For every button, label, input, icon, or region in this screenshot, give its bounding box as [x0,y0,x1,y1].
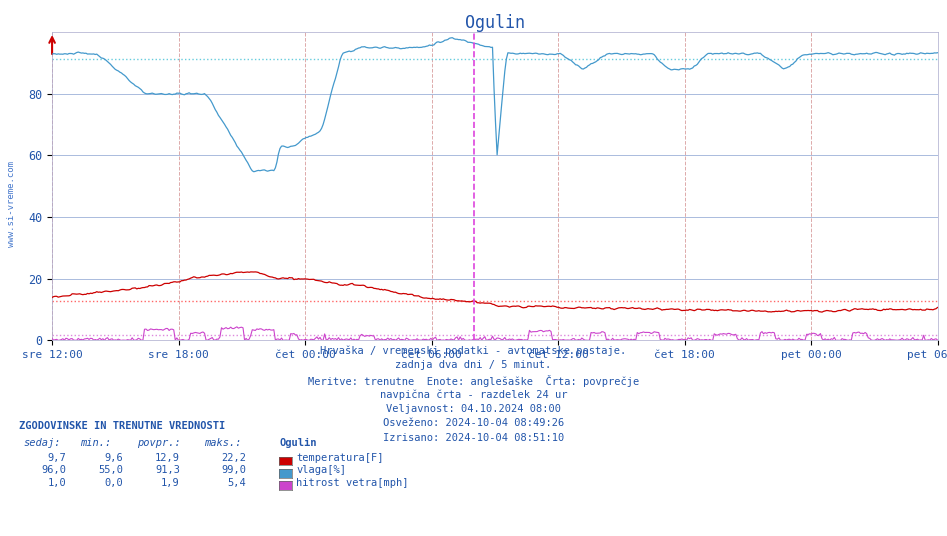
Title: Ogulin: Ogulin [465,14,525,32]
Text: www.si-vreme.com: www.si-vreme.com [7,161,16,247]
Text: 99,0: 99,0 [222,465,246,475]
Text: 55,0: 55,0 [98,465,123,475]
Text: ZGODOVINSKE IN TRENUTNE VREDNOSTI: ZGODOVINSKE IN TRENUTNE VREDNOSTI [19,421,225,431]
Text: 91,3: 91,3 [155,465,180,475]
Text: Meritve: trenutne  Enote: anglešaške  Črta: povprečje: Meritve: trenutne Enote: anglešaške Črta… [308,375,639,386]
Text: povpr.:: povpr.: [137,438,181,449]
Text: 9,6: 9,6 [104,453,123,463]
Text: Osveženo: 2024-10-04 08:49:26: Osveženo: 2024-10-04 08:49:26 [383,418,564,428]
Text: 22,2: 22,2 [222,453,246,463]
Text: min.:: min.: [80,438,112,449]
Text: Hrvaška / vremenski podatki - avtomatske postaje.: Hrvaška / vremenski podatki - avtomatske… [320,346,627,356]
Text: vlaga[%]: vlaga[%] [296,465,347,475]
Text: Veljavnost: 04.10.2024 08:00: Veljavnost: 04.10.2024 08:00 [386,404,561,414]
Text: hitrost vetra[mph]: hitrost vetra[mph] [296,478,409,488]
Text: navpična črta - razdelek 24 ur: navpična črta - razdelek 24 ur [380,389,567,400]
Text: 5,4: 5,4 [227,478,246,488]
Text: temperatura[F]: temperatura[F] [296,453,384,463]
Text: 1,0: 1,0 [47,478,66,488]
Text: maks.:: maks.: [204,438,241,449]
Text: 9,7: 9,7 [47,453,66,463]
Text: 1,9: 1,9 [161,478,180,488]
Text: 12,9: 12,9 [155,453,180,463]
Text: Izrisano: 2024-10-04 08:51:10: Izrisano: 2024-10-04 08:51:10 [383,433,564,443]
Text: sedaj:: sedaj: [24,438,62,449]
Text: Ogulin: Ogulin [279,438,317,449]
Text: 0,0: 0,0 [104,478,123,488]
Text: 96,0: 96,0 [42,465,66,475]
Text: zadnja dva dni / 5 minut.: zadnja dva dni / 5 minut. [396,360,551,370]
